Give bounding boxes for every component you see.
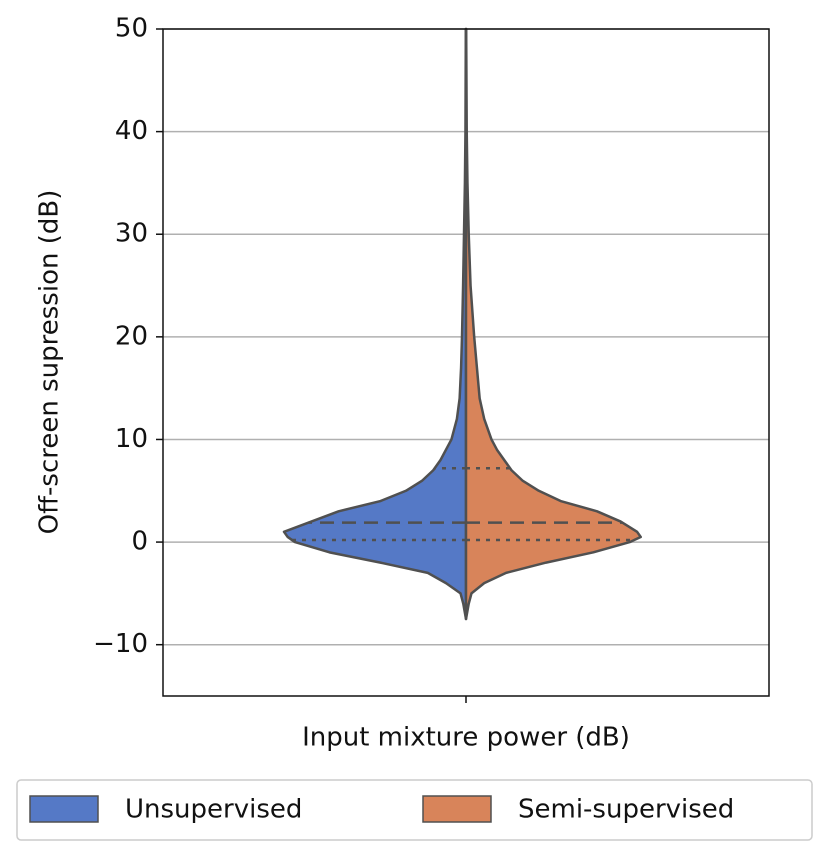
legend-swatch <box>422 795 492 823</box>
violins <box>282 27 642 621</box>
legend-swatch <box>29 795 99 823</box>
y-tick-label: 30 <box>115 219 148 249</box>
x-axis-label: Input mixture power (dB) <box>302 723 630 753</box>
y-tick-label: 0 <box>131 527 148 557</box>
y-tick-label: 40 <box>115 116 148 146</box>
y-tick-label: 20 <box>115 321 148 351</box>
violin-half <box>464 27 642 621</box>
y-tick-label: 10 <box>115 424 148 454</box>
y-axis-label: Off-screen supression (dB) <box>35 190 65 535</box>
legend-label: Unsupervised <box>125 795 302 825</box>
legend-label: Semi-supervised <box>518 795 734 825</box>
y-tick-label: −10 <box>93 629 148 659</box>
violin-half <box>282 27 468 621</box>
legend: Unsupervised Semi-supervised <box>29 795 734 825</box>
legend-box <box>16 779 813 841</box>
y-tick-label: 50 <box>115 14 148 44</box>
